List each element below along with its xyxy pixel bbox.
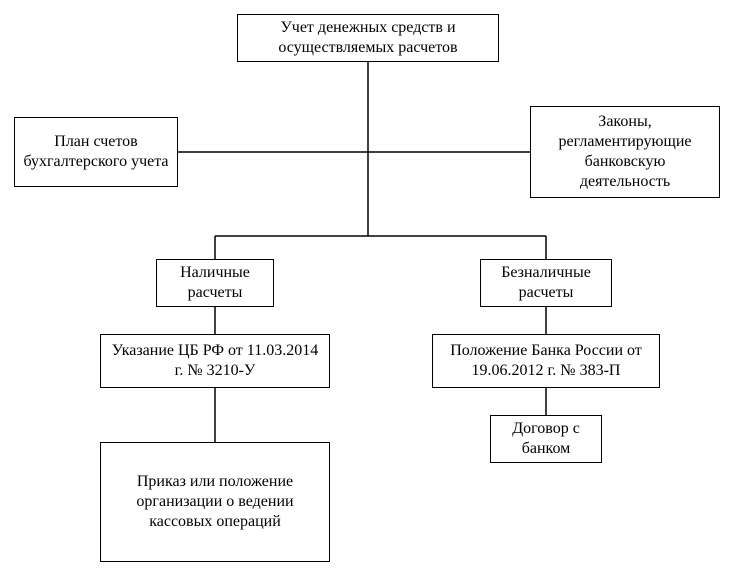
node-bank-reg-label: Положение Банка России от 19.06.2012 г. … <box>441 341 651 381</box>
node-laws: Законы, регламентирующие банковскую деят… <box>530 106 720 198</box>
node-cash: Наличные расчеты <box>156 259 274 307</box>
node-cash-label: Наличные расчеты <box>165 263 265 303</box>
node-bank-reg: Положение Банка России от 19.06.2012 г. … <box>432 334 660 388</box>
node-org-order: Приказ или положение организации о веден… <box>100 442 330 562</box>
node-root: Учет денежных средств и осуществляемых р… <box>237 14 499 62</box>
node-root-label: Учет денежных средств и осуществляемых р… <box>246 18 490 58</box>
node-plan-label: План счетов бухгалтерского учета <box>23 132 169 172</box>
node-laws-label: Законы, регламентирующие банковскую деят… <box>539 112 711 192</box>
node-cb-order: Указание ЦБ РФ от 11.03.2014 г. № 3210-У <box>100 334 330 388</box>
node-bank-contract: Договор с банком <box>490 415 602 463</box>
node-plan: План счетов бухгалтерского учета <box>14 117 178 187</box>
node-bank-contract-label: Договор с банком <box>499 419 593 459</box>
node-org-order-label: Приказ или положение организации о веден… <box>109 472 321 532</box>
node-noncash-label: Безналичные расчеты <box>489 263 603 303</box>
node-cb-order-label: Указание ЦБ РФ от 11.03.2014 г. № 3210-У <box>109 341 321 381</box>
node-noncash: Безналичные расчеты <box>480 259 612 307</box>
